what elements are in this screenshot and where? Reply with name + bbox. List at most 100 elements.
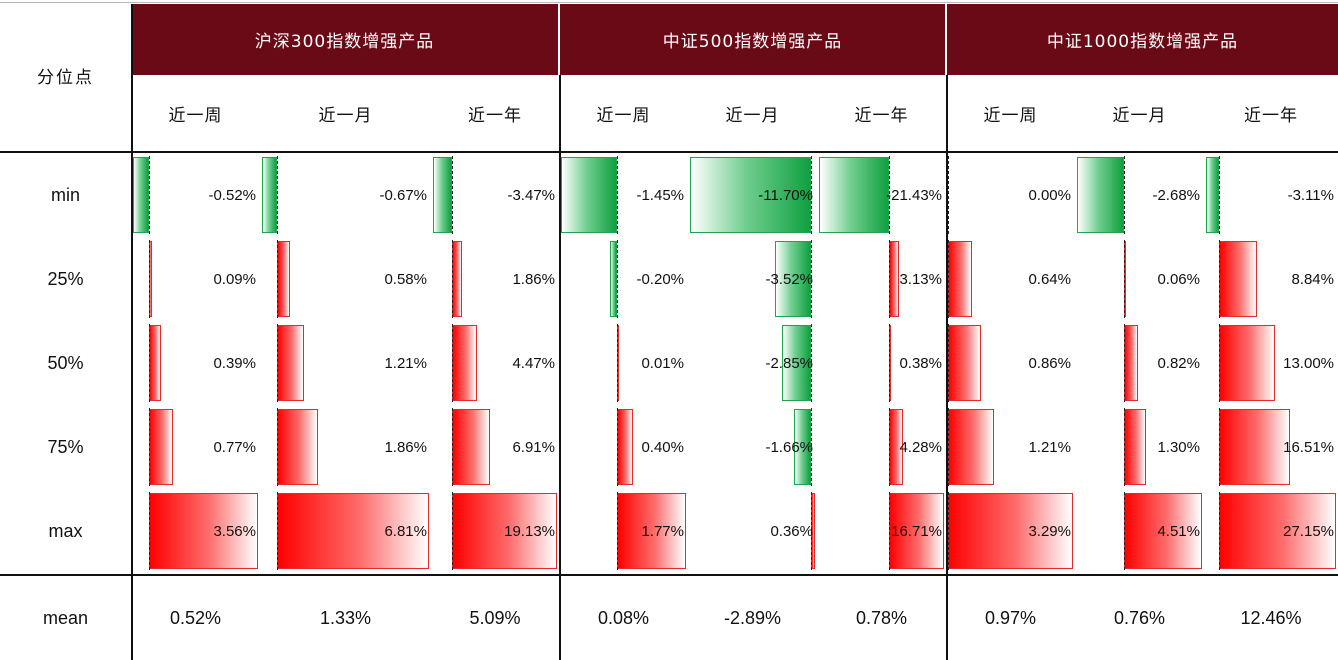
period-header-hs300-month: 近一月 (318, 105, 373, 126)
zero-axis-line (276, 492, 278, 570)
zero-axis-line (452, 408, 454, 486)
bar-cell-zz1000-month-p25: 0.06% (1077, 240, 1202, 318)
bar-cell-hs300-year-p75: 6.91% (433, 408, 557, 486)
bar-cell-zz1000-month-p50: 0.82% (1077, 324, 1202, 402)
bar-cell-hs300-month-min: -0.67% (262, 156, 429, 234)
group-header-hs300: 沪深300指数增强产品 (131, 4, 558, 75)
mean-hs300-year: 5.09% (469, 607, 521, 628)
zero-axis-line (1219, 240, 1221, 318)
zero-axis-line (889, 240, 891, 318)
value-label: 0.06% (1157, 270, 1200, 288)
value-label: 27.15% (1283, 522, 1334, 540)
data-bar (948, 241, 973, 317)
data-bar (690, 157, 812, 233)
value-label: 0.01% (641, 354, 684, 372)
bar-cell-zz1000-year-p25: 8.84% (1206, 240, 1336, 318)
mean-hs300-month: 1.33% (319, 607, 372, 628)
bar-cell-zz1000-week-max: 3.29% (948, 492, 1073, 570)
data-bar (1123, 325, 1138, 401)
value-label: -3.11% (1287, 186, 1334, 204)
data-bar (1123, 493, 1202, 569)
zero-axis-line (276, 156, 278, 234)
zero-axis-line (452, 156, 454, 234)
value-label: 1.21% (384, 354, 427, 372)
bar-cell-zz500-month-min: -11.70% (690, 156, 815, 234)
bar-cell-hs300-week-max: 3.56% (133, 492, 258, 570)
data-bar (1219, 409, 1291, 485)
data-bar (1077, 157, 1124, 233)
value-label: 1.21% (1028, 438, 1071, 456)
group-header-zz1000: 中证1000指数增强产品 (947, 4, 1338, 75)
value-label: 16.71% (891, 522, 942, 540)
zero-axis-line (1123, 408, 1125, 486)
value-label: 1.86% (512, 270, 555, 288)
value-label: -3.47% (507, 186, 555, 204)
zero-axis-line (948, 408, 949, 486)
bar-cell-hs300-week-p75: 0.77% (133, 408, 258, 486)
mean-zz1000-month: 0.76% (1113, 607, 1166, 628)
value-label: -11.70% (758, 186, 813, 204)
bar-cell-zz1000-month-p75: 1.30% (1077, 408, 1202, 486)
zero-axis-line (811, 408, 813, 486)
data-bar (561, 157, 618, 233)
data-bar (774, 241, 812, 317)
quantile-header: 分位点 (37, 67, 94, 88)
bar-cell-zz500-month-p75: -1.66% (690, 408, 815, 486)
mean-zz500-year: 0.78% (855, 607, 908, 628)
bar-cell-zz500-week-min: -1.45% (561, 156, 686, 234)
bar-cell-hs300-year-max: 19.13% (433, 492, 557, 570)
zero-axis-line (1219, 324, 1221, 402)
bar-cell-hs300-month-p75: 1.86% (262, 408, 429, 486)
value-label: 3.29% (1028, 522, 1071, 540)
value-label: -1.66% (765, 438, 813, 456)
bar-cell-zz500-week-p75: 0.40% (561, 408, 686, 486)
bar-cell-hs300-month-max: 6.81% (262, 492, 429, 570)
data-bar (452, 409, 490, 485)
zero-axis-line (617, 240, 619, 318)
value-label: 1.30% (1157, 438, 1200, 456)
value-label: -0.20% (636, 270, 684, 288)
value-label: -1.45% (636, 186, 684, 204)
zero-axis-line (811, 492, 813, 570)
zero-axis-line (617, 156, 619, 234)
zero-axis-line (1219, 408, 1221, 486)
value-label: 0.77% (213, 438, 256, 456)
zero-axis-line (276, 240, 278, 318)
bar-cell-zz1000-year-min: -3.11% (1206, 156, 1336, 234)
bar-cell-zz500-month-p25: -3.52% (690, 240, 815, 318)
bar-cell-zz500-week-max: 1.77% (561, 492, 686, 570)
bar-cell-zz500-year-p75: 4.28% (819, 408, 944, 486)
data-bar (1219, 493, 1336, 569)
period-header-zz1000-year: 近一年 (1244, 105, 1298, 126)
bar-cell-hs300-week-p50: 0.39% (133, 324, 258, 402)
bar-cell-hs300-year-min: -3.47% (433, 156, 557, 234)
period-header-zz500-month: 近一月 (725, 105, 780, 126)
bar-cell-zz500-year-min: -21.43% (819, 156, 944, 234)
data-bar (452, 241, 463, 317)
mean-zz500-month: -2.89% (723, 607, 782, 628)
group-header-zz500: 中证500指数增强产品 (560, 4, 945, 75)
zero-axis-line (276, 408, 278, 486)
data-bar (452, 493, 557, 569)
row-label-p25: 25% (47, 268, 84, 289)
mean-hs300-week: 0.52% (169, 607, 222, 628)
zero-axis-line (889, 324, 891, 402)
mean-zz1000-year: 12.46% (1240, 607, 1302, 628)
bar-cell-hs300-week-p25: 0.09% (133, 240, 258, 318)
data-bar (1206, 157, 1220, 233)
zero-axis-line (148, 324, 150, 402)
zero-axis-line (148, 408, 150, 486)
row-label-mean: mean (42, 607, 89, 628)
zero-axis-line (811, 240, 813, 318)
zero-axis-line (948, 240, 949, 318)
value-label: 3.13% (899, 270, 942, 288)
value-label: 0.58% (384, 270, 427, 288)
bar-cell-hs300-month-p25: 0.58% (262, 240, 429, 318)
zero-axis-line (1123, 492, 1125, 570)
top-rule (0, 2, 1338, 3)
value-label: -0.52% (208, 186, 256, 204)
period-header-hs300-week: 近一周 (168, 105, 223, 126)
zero-axis-line (948, 492, 949, 570)
data-bar (433, 157, 453, 233)
